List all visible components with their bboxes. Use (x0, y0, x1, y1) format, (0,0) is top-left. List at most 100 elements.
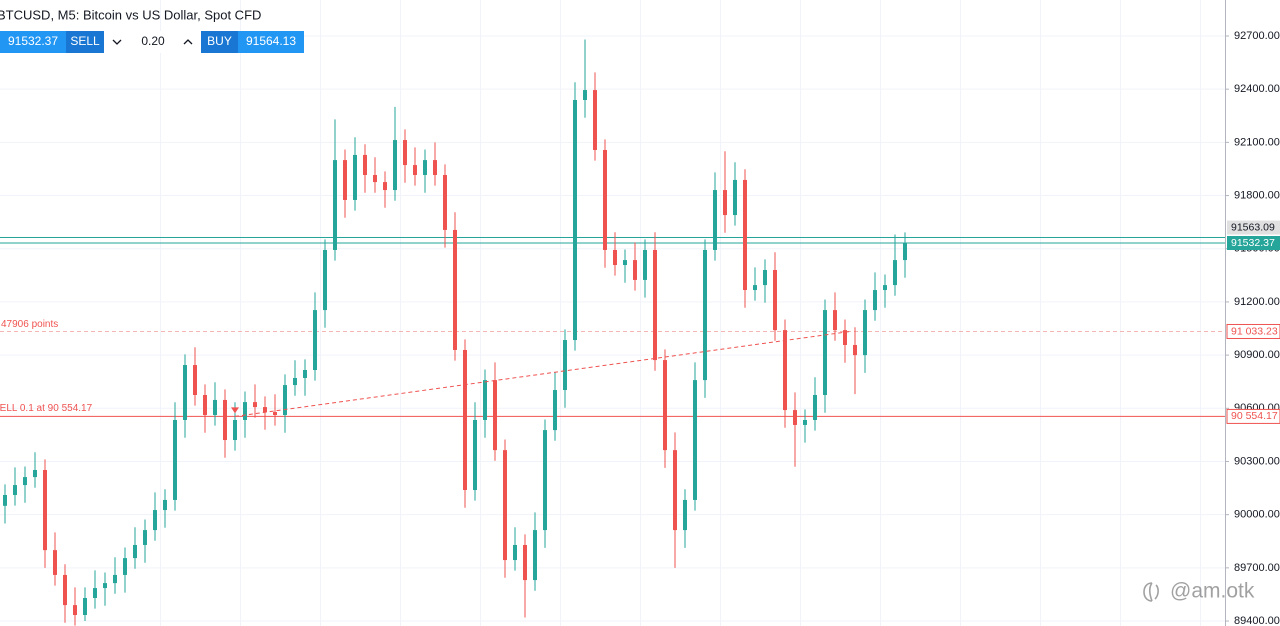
candle-body (63, 574, 67, 606)
candle-body (93, 588, 97, 598)
candle-body (13, 485, 17, 495)
candle-body (683, 499, 687, 531)
candle-body (583, 90, 587, 100)
candle-body (883, 285, 887, 291)
candle-body (843, 330, 847, 346)
candle-body (443, 174, 447, 230)
candle-body (283, 385, 287, 416)
candle-body (363, 154, 367, 175)
sell-price-box[interactable] (0, 31, 66, 53)
candle-body (893, 260, 897, 286)
candle-body (333, 160, 337, 250)
plot: 47906 points SELL 0.1 at 90 554.17 (0, 39, 1225, 626)
sell-button[interactable] (66, 31, 104, 53)
buy-label: BUY (207, 34, 232, 48)
points-annotation: 47906 points (1, 319, 58, 330)
grid (0, 0, 1225, 626)
candle-body (853, 345, 857, 356)
candle-body (473, 419, 477, 491)
watermark-text: @am.otk (1170, 580, 1255, 603)
price-axis (1225, 0, 1280, 626)
price-tag (1227, 220, 1280, 235)
candle-body (833, 310, 837, 331)
candle-body (293, 377, 297, 386)
axis-labels: 92700.0092400.0092100.0091800.0091500.00… (1225, 30, 1280, 626)
candle-body (503, 450, 507, 561)
candle-body (403, 140, 407, 166)
position-line (234, 330, 851, 417)
candle-body (713, 190, 717, 250)
price-tag-label: 90 554.17 (1231, 410, 1278, 422)
buy-price-box[interactable] (238, 31, 304, 53)
candle-body (543, 430, 547, 531)
candle-body (423, 160, 427, 175)
candle-body (823, 310, 827, 395)
candle-body (383, 182, 387, 191)
candle-body (373, 174, 377, 183)
candle-body (653, 249, 657, 361)
candle-body (303, 369, 307, 378)
y-tick-label: 90900.00 (1234, 349, 1280, 361)
candle-body (213, 399, 217, 416)
sell-label: SELL (70, 34, 100, 48)
candle-body (343, 160, 347, 200)
candle-body (573, 99, 577, 341)
candle-body (483, 380, 487, 420)
y-tick-label: 92100.00 (1234, 136, 1280, 148)
candle-body (413, 165, 417, 175)
candle-body (663, 360, 667, 451)
buy-button[interactable] (201, 31, 238, 53)
candle-body (563, 340, 567, 391)
price-tag (1227, 235, 1280, 250)
candle-body (433, 160, 437, 175)
order-annotation: SELL 0.1 at 90 554.17 (0, 403, 93, 414)
candle-body (73, 605, 77, 616)
y-tick-label: 89400.00 (1234, 615, 1280, 626)
y-tick-label: 92400.00 (1234, 83, 1280, 95)
candle-body (723, 190, 727, 216)
candle-body (753, 285, 757, 291)
candle-body (633, 260, 637, 280)
candle-body (783, 330, 787, 411)
chart-title: BTCUSD, M5: Bitcoin vs US Dollar, Spot C… (0, 7, 261, 22)
price-tag-label: 91 033.23 (1231, 325, 1278, 337)
quantity-box[interactable] (104, 31, 201, 53)
y-tick-label: 91800.00 (1234, 189, 1280, 201)
candle-body (43, 469, 47, 551)
watermark-icon (1143, 582, 1159, 602)
increase-icon[interactable] (183, 39, 193, 45)
candle-body (813, 394, 817, 420)
buy-price: 91564.13 (246, 34, 296, 48)
candle-body (23, 477, 27, 486)
candle-body (513, 544, 517, 561)
candle-body (313, 310, 317, 370)
order-marker (231, 407, 239, 414)
candle-body (53, 550, 57, 575)
candle-body (743, 179, 747, 291)
candle-body (153, 510, 157, 531)
candle-body (773, 270, 777, 331)
watermark: @am.otk (1143, 580, 1255, 603)
candle-body (593, 90, 597, 150)
candle-body (83, 597, 87, 616)
candle-body (243, 402, 247, 420)
candle-body (233, 419, 237, 441)
candle-body (103, 583, 107, 589)
candle-body (223, 399, 227, 441)
candle-body (493, 380, 497, 451)
candle-body (793, 410, 797, 425)
y-tick-label: 92700.00 (1234, 30, 1280, 42)
decrease-icon[interactable] (112, 39, 122, 45)
candle-body (3, 494, 7, 506)
candle-body (33, 469, 37, 478)
candle-body (353, 154, 357, 200)
candle-body (323, 249, 327, 311)
sell-price: 91532.37 (8, 34, 58, 48)
candle-body (453, 229, 457, 350)
candle-body (613, 249, 617, 266)
candle-body (523, 544, 527, 581)
candle-body (393, 140, 397, 191)
candle-body (803, 419, 807, 425)
